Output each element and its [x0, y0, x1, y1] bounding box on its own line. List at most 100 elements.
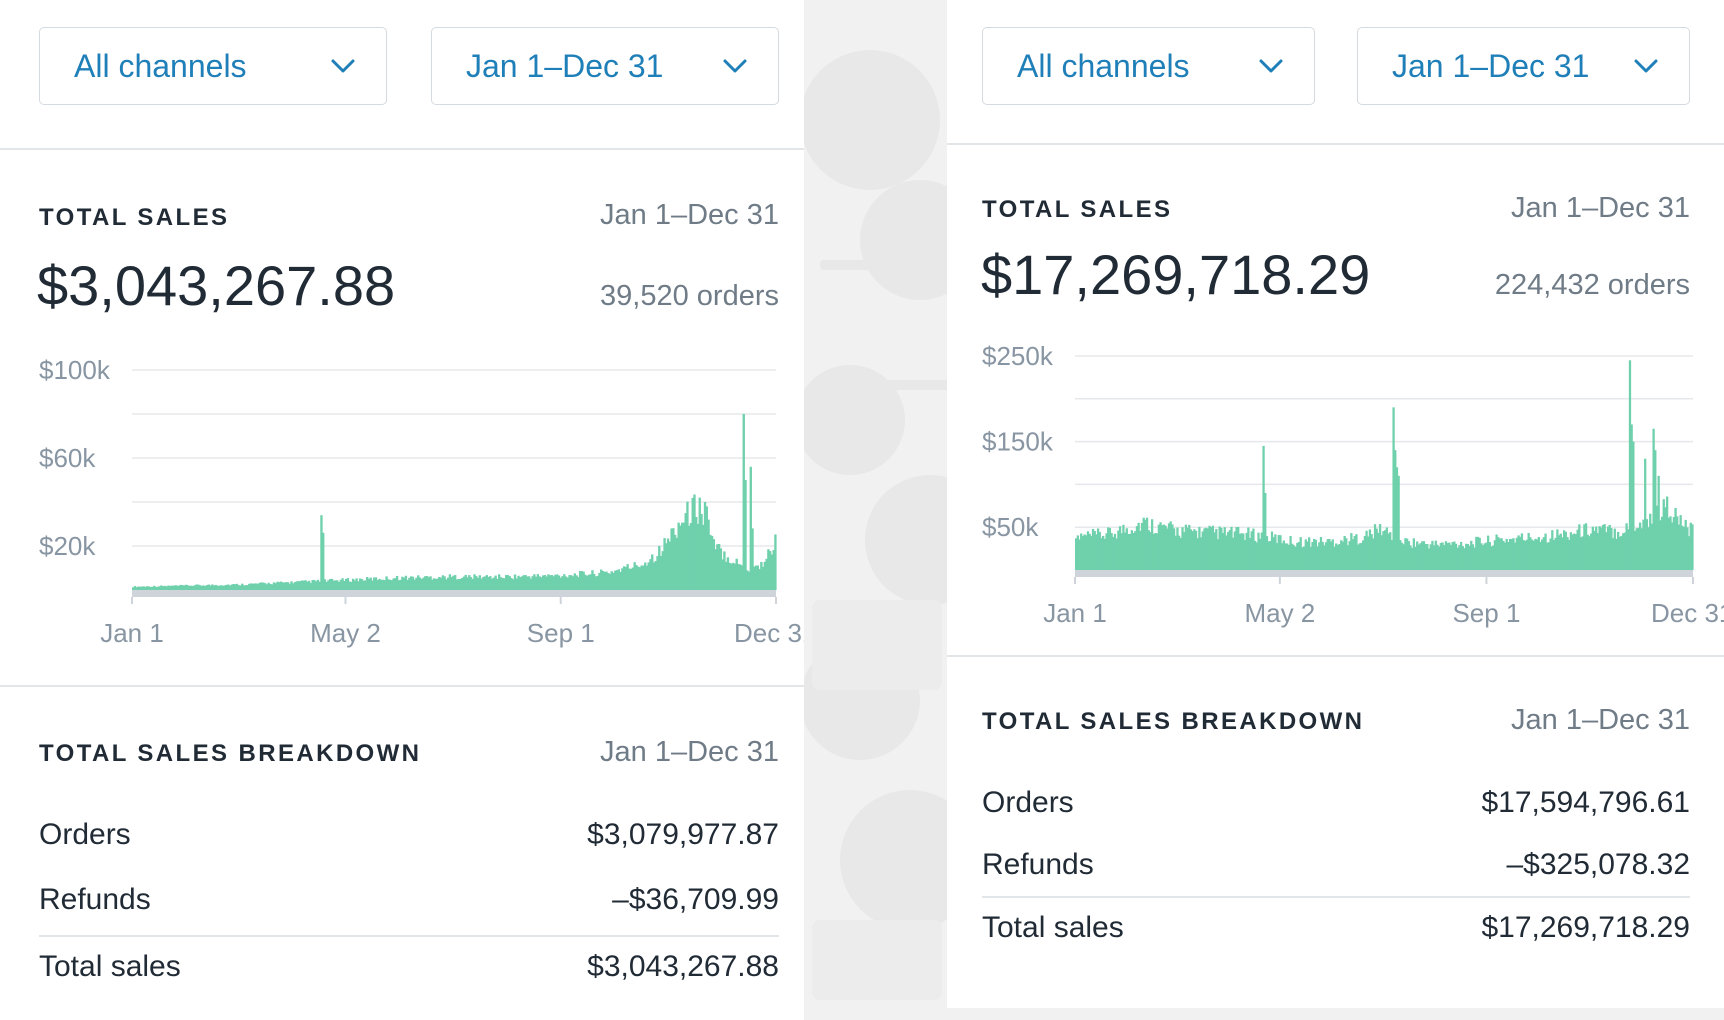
date-range-dropdown[interactable]: Jan 1–Dec 31 — [431, 27, 779, 105]
bar — [1586, 534, 1589, 570]
bar — [401, 576, 404, 590]
bar — [1390, 540, 1394, 570]
bar — [429, 576, 432, 590]
bar — [633, 562, 636, 590]
bar — [1664, 507, 1667, 570]
bar — [230, 584, 233, 590]
bar — [1259, 538, 1262, 570]
date-range-dropdown[interactable]: Jan 1–Dec 31 — [1357, 27, 1690, 105]
bar — [594, 576, 598, 590]
bar — [1682, 526, 1686, 570]
bar — [366, 577, 369, 590]
bar — [468, 575, 471, 590]
bar — [1497, 537, 1500, 570]
bar — [415, 577, 418, 590]
bar — [1510, 538, 1513, 570]
bar — [1377, 532, 1380, 570]
bar — [237, 585, 240, 590]
bar — [147, 586, 151, 590]
bar — [260, 582, 263, 590]
bar — [1346, 545, 1350, 570]
bar — [570, 575, 573, 590]
bar — [1172, 528, 1176, 570]
bar — [1380, 535, 1383, 570]
bar — [505, 575, 508, 590]
bar — [1262, 445, 1265, 570]
bar — [614, 570, 617, 590]
bar — [392, 578, 395, 590]
bar — [1188, 524, 1191, 570]
bar — [448, 574, 452, 590]
bar — [1118, 526, 1122, 570]
bar — [172, 585, 175, 590]
bar — [1269, 541, 1272, 570]
bar — [497, 574, 501, 590]
bar — [666, 538, 670, 590]
bar — [607, 573, 610, 590]
bar — [527, 576, 531, 590]
bar — [341, 578, 344, 590]
bar — [1512, 538, 1515, 570]
bar — [149, 587, 152, 590]
bar — [1535, 539, 1539, 570]
total-sales-date-range: Jan 1–Dec 31 — [600, 199, 779, 231]
bar — [151, 586, 154, 590]
bar — [1667, 517, 1670, 570]
bar — [1088, 533, 1091, 570]
bar — [503, 578, 506, 590]
bar — [1470, 540, 1473, 570]
x-tick-label: May 2 — [1244, 598, 1315, 628]
breakdown-amount: $3,079,977.87 — [587, 818, 779, 851]
channel-dropdown[interactable]: All channels — [982, 27, 1315, 105]
bar — [397, 580, 401, 590]
bar — [459, 578, 462, 590]
bar — [751, 528, 754, 590]
bar — [1672, 517, 1676, 570]
bar — [774, 534, 777, 590]
bar — [767, 549, 770, 590]
bar — [135, 587, 138, 590]
y-tick-label: $150k — [982, 427, 1054, 457]
bar — [1184, 524, 1188, 570]
bar — [1086, 531, 1090, 570]
bar — [1411, 547, 1414, 570]
bar — [1417, 544, 1421, 570]
bar — [506, 575, 510, 590]
total-sales-chart: $100k $60k $20k Jan 1 May 2 Sep 1 Dec 31 — [39, 355, 804, 648]
bar — [1360, 542, 1363, 570]
bar — [1294, 546, 1297, 570]
bar — [1218, 526, 1221, 570]
bar — [1617, 531, 1620, 570]
bar — [1532, 540, 1535, 570]
bar — [322, 532, 325, 590]
bar — [1335, 543, 1338, 570]
bar — [1213, 532, 1216, 570]
bar — [221, 585, 225, 590]
bar — [1221, 532, 1225, 570]
bar — [1149, 532, 1152, 570]
bar — [600, 569, 603, 590]
bar — [601, 571, 605, 590]
bar — [1461, 546, 1464, 570]
bar — [1140, 523, 1144, 570]
bar — [1130, 530, 1134, 570]
channel-dropdown-label: All channels — [74, 47, 247, 84]
x-tick-label: Jan 1 — [1043, 598, 1107, 628]
bar — [450, 576, 453, 590]
bar — [1355, 534, 1358, 570]
bar — [1309, 546, 1312, 570]
bar — [320, 515, 323, 590]
bar — [1370, 534, 1373, 570]
bar — [387, 579, 390, 590]
x-tick-label: Dec 31 — [734, 618, 804, 648]
bar — [274, 583, 277, 590]
bar — [473, 574, 476, 590]
bar — [621, 568, 624, 590]
bar — [325, 581, 328, 590]
channel-dropdown[interactable]: All channels — [39, 27, 387, 105]
bar — [445, 579, 448, 590]
bar — [1431, 540, 1434, 570]
bar — [1490, 546, 1493, 570]
breakdown-row-refunds: Refunds –$36,709.99 — [39, 883, 779, 917]
bar — [636, 566, 640, 590]
